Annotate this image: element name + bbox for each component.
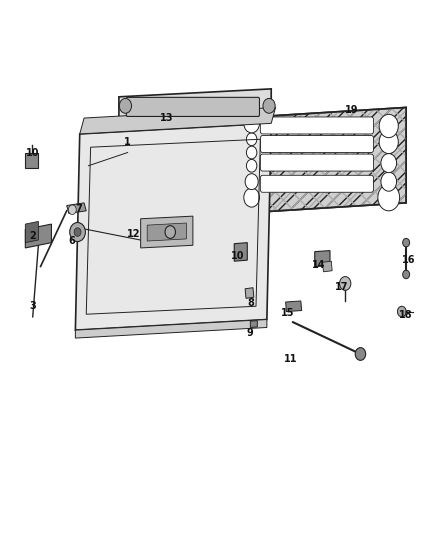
Circle shape: [379, 114, 398, 138]
Point: [358, 351, 363, 357]
Circle shape: [381, 172, 396, 191]
Text: 19: 19: [345, 105, 358, 115]
Point: [30, 314, 35, 320]
Circle shape: [403, 238, 410, 247]
Circle shape: [247, 133, 257, 146]
Point: [403, 271, 409, 278]
Text: 9: 9: [247, 328, 254, 338]
Polygon shape: [67, 203, 86, 214]
Point: [71, 223, 76, 230]
Polygon shape: [234, 243, 247, 261]
FancyBboxPatch shape: [126, 98, 259, 116]
Text: 6: 6: [68, 236, 75, 246]
Polygon shape: [141, 216, 193, 248]
Polygon shape: [286, 301, 302, 312]
Circle shape: [397, 306, 406, 317]
Polygon shape: [25, 221, 39, 243]
Circle shape: [378, 184, 399, 211]
Line: 2 pts: 2 pts: [33, 245, 39, 317]
Circle shape: [245, 174, 258, 190]
Text: 10: 10: [231, 251, 244, 261]
Point: [125, 149, 130, 156]
Point: [29, 149, 35, 156]
Text: 12: 12: [127, 229, 141, 239]
Polygon shape: [25, 152, 39, 168]
FancyBboxPatch shape: [260, 117, 374, 134]
Circle shape: [381, 154, 396, 173]
Circle shape: [70, 222, 85, 241]
Text: 8: 8: [247, 297, 254, 308]
Point: [38, 263, 43, 270]
Circle shape: [165, 225, 176, 238]
FancyBboxPatch shape: [260, 135, 374, 152]
Polygon shape: [237, 108, 406, 214]
Line: 2 pts: 2 pts: [88, 152, 127, 166]
Circle shape: [247, 159, 257, 172]
Circle shape: [247, 146, 257, 159]
Circle shape: [379, 130, 398, 154]
Point: [343, 298, 348, 304]
Polygon shape: [147, 223, 186, 241]
Point: [29, 141, 35, 148]
Circle shape: [119, 99, 131, 114]
Text: 17: 17: [335, 281, 349, 292]
Text: 13: 13: [160, 113, 173, 123]
Point: [36, 242, 41, 248]
Text: 7: 7: [75, 204, 82, 214]
Text: 14: 14: [312, 261, 326, 270]
FancyBboxPatch shape: [260, 154, 374, 171]
FancyBboxPatch shape: [260, 175, 374, 192]
Text: 3: 3: [29, 301, 36, 311]
Polygon shape: [25, 224, 51, 248]
Point: [343, 287, 348, 294]
Text: 18: 18: [399, 310, 413, 320]
Point: [86, 163, 91, 169]
Point: [151, 239, 156, 246]
Text: 10: 10: [26, 148, 39, 158]
Polygon shape: [322, 261, 332, 272]
Line: 2 pts: 2 pts: [41, 211, 67, 266]
Text: 16: 16: [402, 255, 415, 265]
Circle shape: [74, 228, 81, 236]
Polygon shape: [80, 108, 276, 134]
Line: 2 pts: 2 pts: [293, 322, 360, 354]
Polygon shape: [315, 251, 330, 266]
Text: 11: 11: [284, 354, 297, 364]
Text: 15: 15: [281, 308, 294, 318]
Point: [290, 319, 296, 325]
Circle shape: [403, 270, 410, 279]
Text: 2: 2: [29, 231, 36, 241]
Point: [403, 309, 409, 315]
Text: 1: 1: [124, 137, 131, 147]
Circle shape: [355, 348, 366, 360]
Circle shape: [244, 114, 259, 133]
Circle shape: [339, 277, 351, 290]
Polygon shape: [119, 89, 271, 120]
Point: [403, 239, 409, 246]
Line: 2 pts: 2 pts: [73, 227, 154, 243]
Point: [410, 309, 415, 315]
Polygon shape: [251, 320, 257, 327]
Circle shape: [68, 205, 76, 215]
Polygon shape: [245, 288, 254, 298]
Circle shape: [263, 99, 275, 114]
Polygon shape: [117, 150, 262, 203]
Polygon shape: [75, 123, 271, 330]
Point: [64, 208, 69, 214]
Polygon shape: [75, 319, 267, 338]
Circle shape: [244, 188, 259, 207]
